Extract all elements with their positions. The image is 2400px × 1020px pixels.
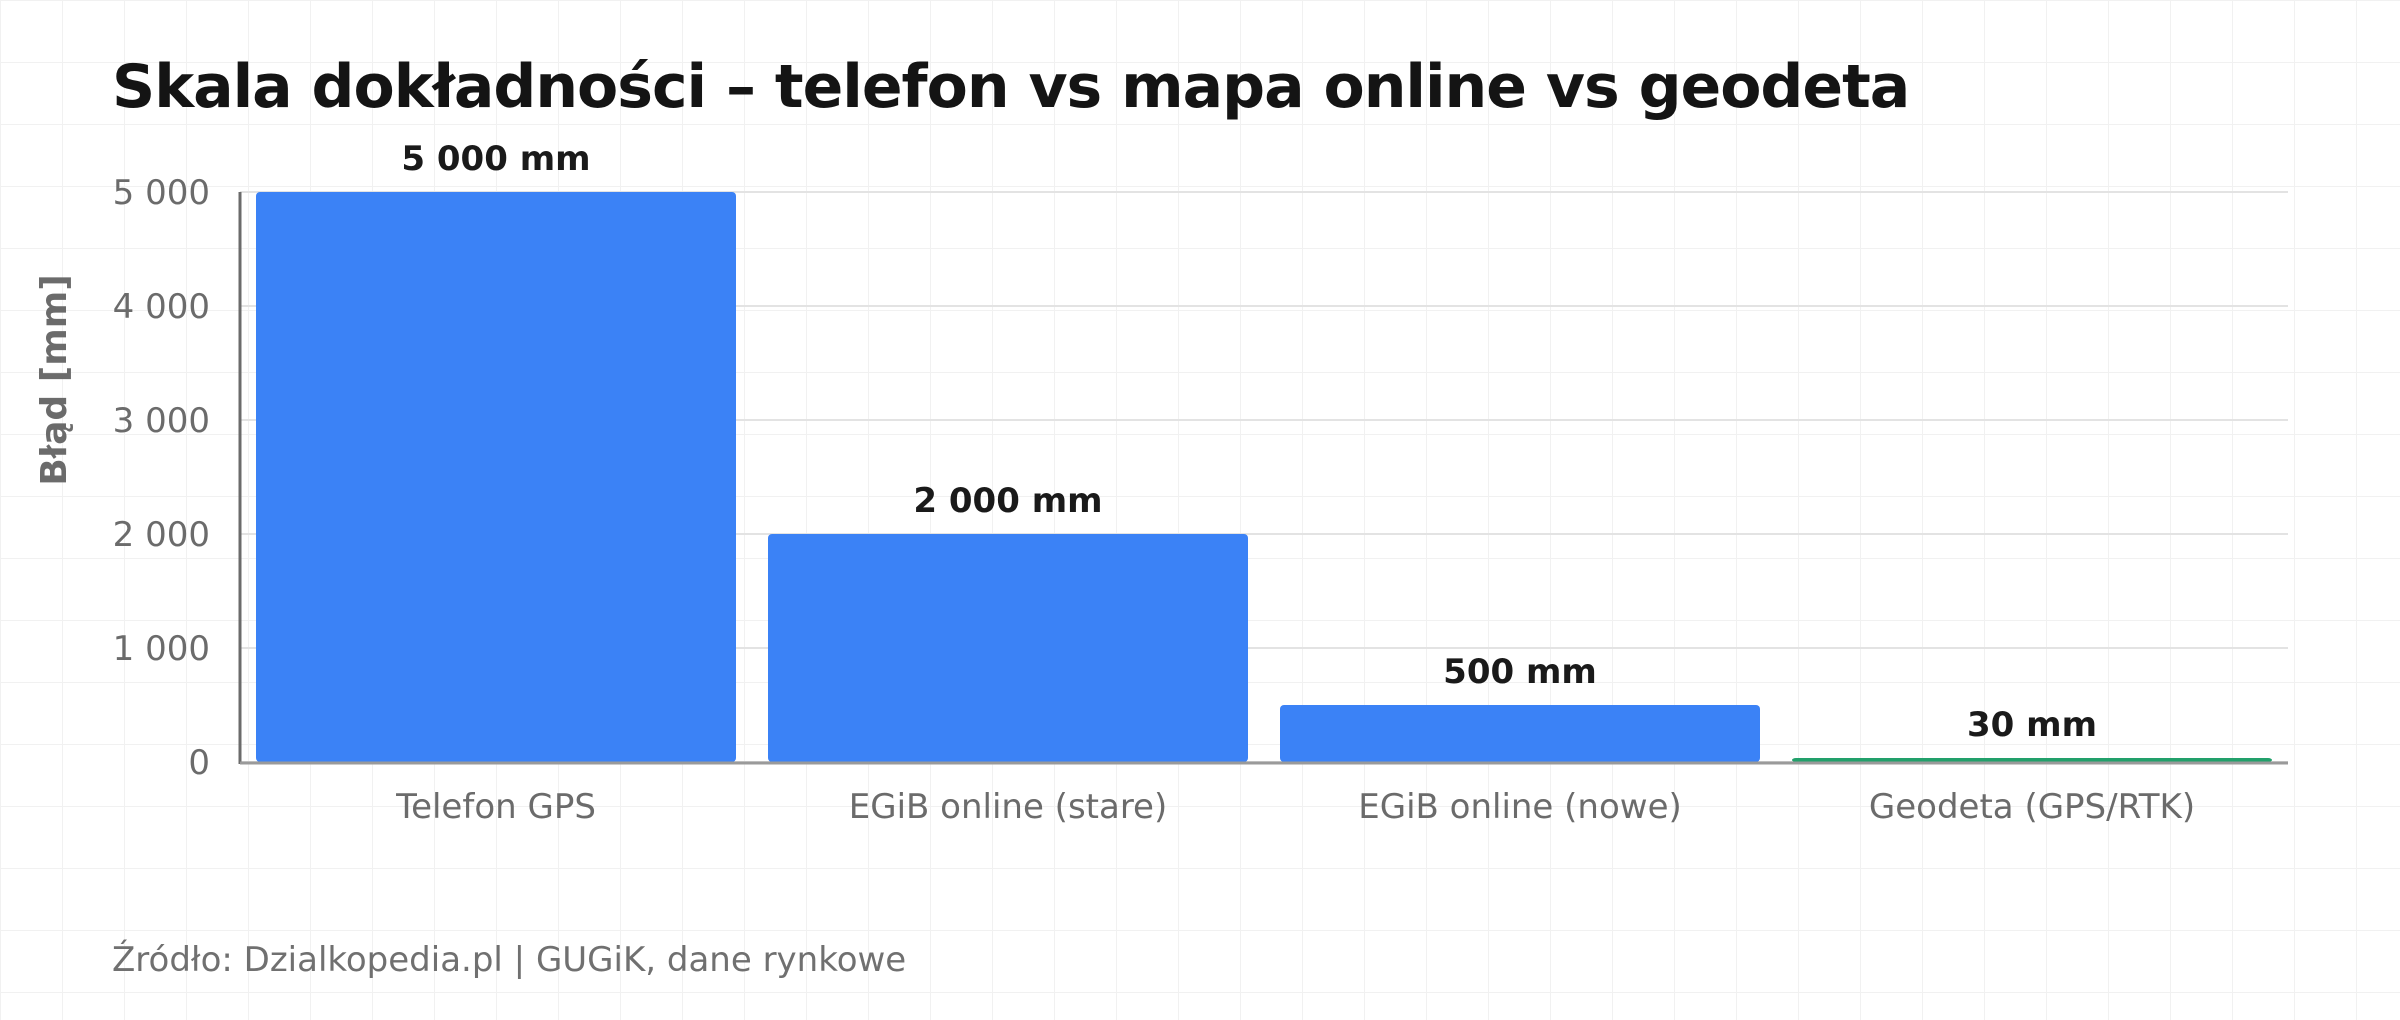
y-tick-labels: 0 1 000 2 000 3 000 4 000 5 000 — [113, 173, 210, 783]
chart-title: Skala dokładności – telefon vs mapa onli… — [112, 52, 1910, 122]
data-labels: 5 000 mm 2 000 mm 500 mm 30 mm — [401, 139, 2097, 745]
bar — [1792, 758, 2272, 762]
y-axis-label: Błąd [mm] — [34, 274, 75, 485]
y-tick-label: 3 000 — [113, 401, 210, 441]
data-label: 500 mm — [1443, 652, 1597, 692]
y-tick-label: 4 000 — [113, 287, 210, 327]
x-tick-label: Geodeta (GPS/RTK) — [1869, 787, 2195, 827]
data-label: 30 mm — [1967, 705, 2097, 745]
y-tick-label: 2 000 — [113, 515, 210, 555]
data-label: 5 000 mm — [401, 139, 590, 179]
source-note: Źródło: Dzialkopedia.pl | GUGiK, dane ry… — [112, 940, 907, 980]
x-tick-label: EGiB online (stare) — [849, 787, 1167, 827]
y-tick-label: 1 000 — [113, 629, 210, 669]
data-label: 2 000 mm — [913, 481, 1102, 521]
y-tick-label: 5 000 — [113, 173, 210, 213]
bars — [256, 192, 2272, 762]
bar — [256, 192, 736, 762]
x-tick-labels: Telefon GPS EGiB online (stare) EGiB onlin… — [395, 787, 2195, 827]
axes — [238, 192, 2288, 765]
bar — [768, 534, 1248, 762]
x-tick-label: EGiB online (nowe) — [1358, 787, 1682, 827]
y-tick-label: 0 — [188, 743, 210, 783]
x-tick-label: Telefon GPS — [395, 787, 596, 827]
bar — [1280, 705, 1760, 762]
